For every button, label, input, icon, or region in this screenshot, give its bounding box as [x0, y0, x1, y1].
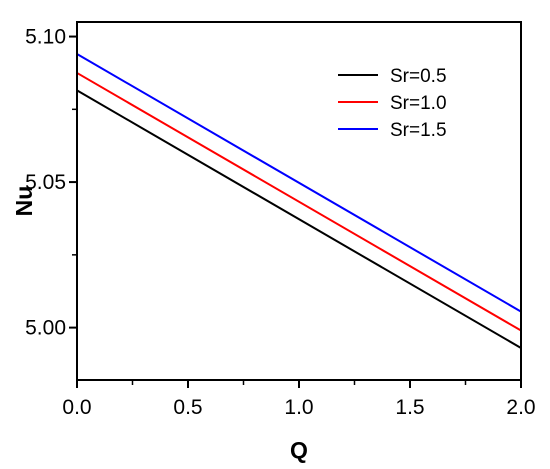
y-tick-label: 5.05 — [25, 171, 66, 194]
plot-frame — [76, 21, 522, 381]
x-tick-label: 1.0 — [284, 396, 313, 419]
x-tick-label: 2.0 — [506, 396, 535, 419]
legend: Sr=0.5 Sr=1.0 Sr=1.5 — [338, 66, 447, 141]
y-axis-ticks: 5.00 5.05 5.10 — [25, 26, 77, 340]
y-tick-label: 5.10 — [25, 26, 66, 49]
y-axis-title: Nu — [11, 186, 37, 217]
y-tick-label: 5.00 — [25, 317, 66, 340]
x-tick-label: 1.5 — [395, 396, 424, 419]
x-axis-title: Q — [290, 437, 308, 463]
legend-label-3: Sr=1.5 — [390, 120, 447, 141]
series-line-1 — [76, 89, 522, 349]
series-line-3 — [76, 53, 522, 313]
series-lines — [76, 53, 522, 349]
x-tick-label: 0.0 — [62, 396, 91, 419]
series-line-2 — [76, 72, 522, 332]
legend-label-1: Sr=0.5 — [390, 66, 447, 87]
x-tick-label: 0.5 — [173, 396, 202, 419]
legend-label-2: Sr=1.0 — [390, 93, 447, 114]
x-axis-ticks: 0.0 0.5 1.0 1.5 2.0 — [62, 380, 536, 419]
